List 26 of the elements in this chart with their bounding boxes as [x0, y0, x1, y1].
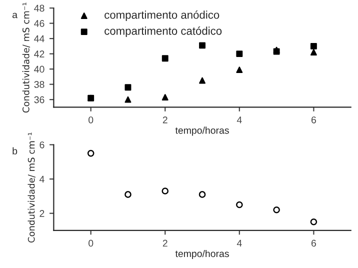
x-axis-title: tempo/horas — [175, 126, 229, 136]
x-axis-title: tempo/horas — [175, 250, 229, 260]
legend-label: compartimento anódico — [104, 10, 220, 21]
y-tick-label: 36 — [34, 96, 44, 104]
y-tick-label: 40 — [34, 66, 44, 73]
x-tick-label: 2 — [162, 240, 168, 247]
legend-label: compartimento catódico — [104, 26, 222, 38]
y-tick-label: 6 — [40, 141, 44, 148]
text: a — [12, 12, 18, 18]
y-tick-label: 4 — [39, 176, 44, 183]
x-tick-label: 2 — [162, 116, 168, 124]
y-tick-label: 42 — [34, 50, 44, 58]
y-tick-label: 46 — [34, 20, 44, 27]
y-tick-label: 2 — [40, 210, 44, 217]
x-tick-label: 4 — [236, 116, 242, 124]
y-tick-label: 44 — [34, 35, 44, 42]
y-tick-label: 38 — [34, 81, 44, 88]
x-tick-label: 6 — [311, 116, 316, 124]
y-axis-title: Condutividade/ mS cm⁻¹ — [28, 132, 36, 243]
x-tick-label: 0 — [88, 116, 94, 124]
text: b — [12, 147, 18, 154]
x-tick-label: 6 — [311, 240, 316, 247]
x-tick-label: 0 — [88, 240, 94, 247]
y-tick-label: 48 — [34, 4, 44, 12]
y-axis-title: Condutividade/ mS cm⁻¹ — [22, 2, 30, 113]
x-tick-label: 4 — [236, 240, 242, 247]
